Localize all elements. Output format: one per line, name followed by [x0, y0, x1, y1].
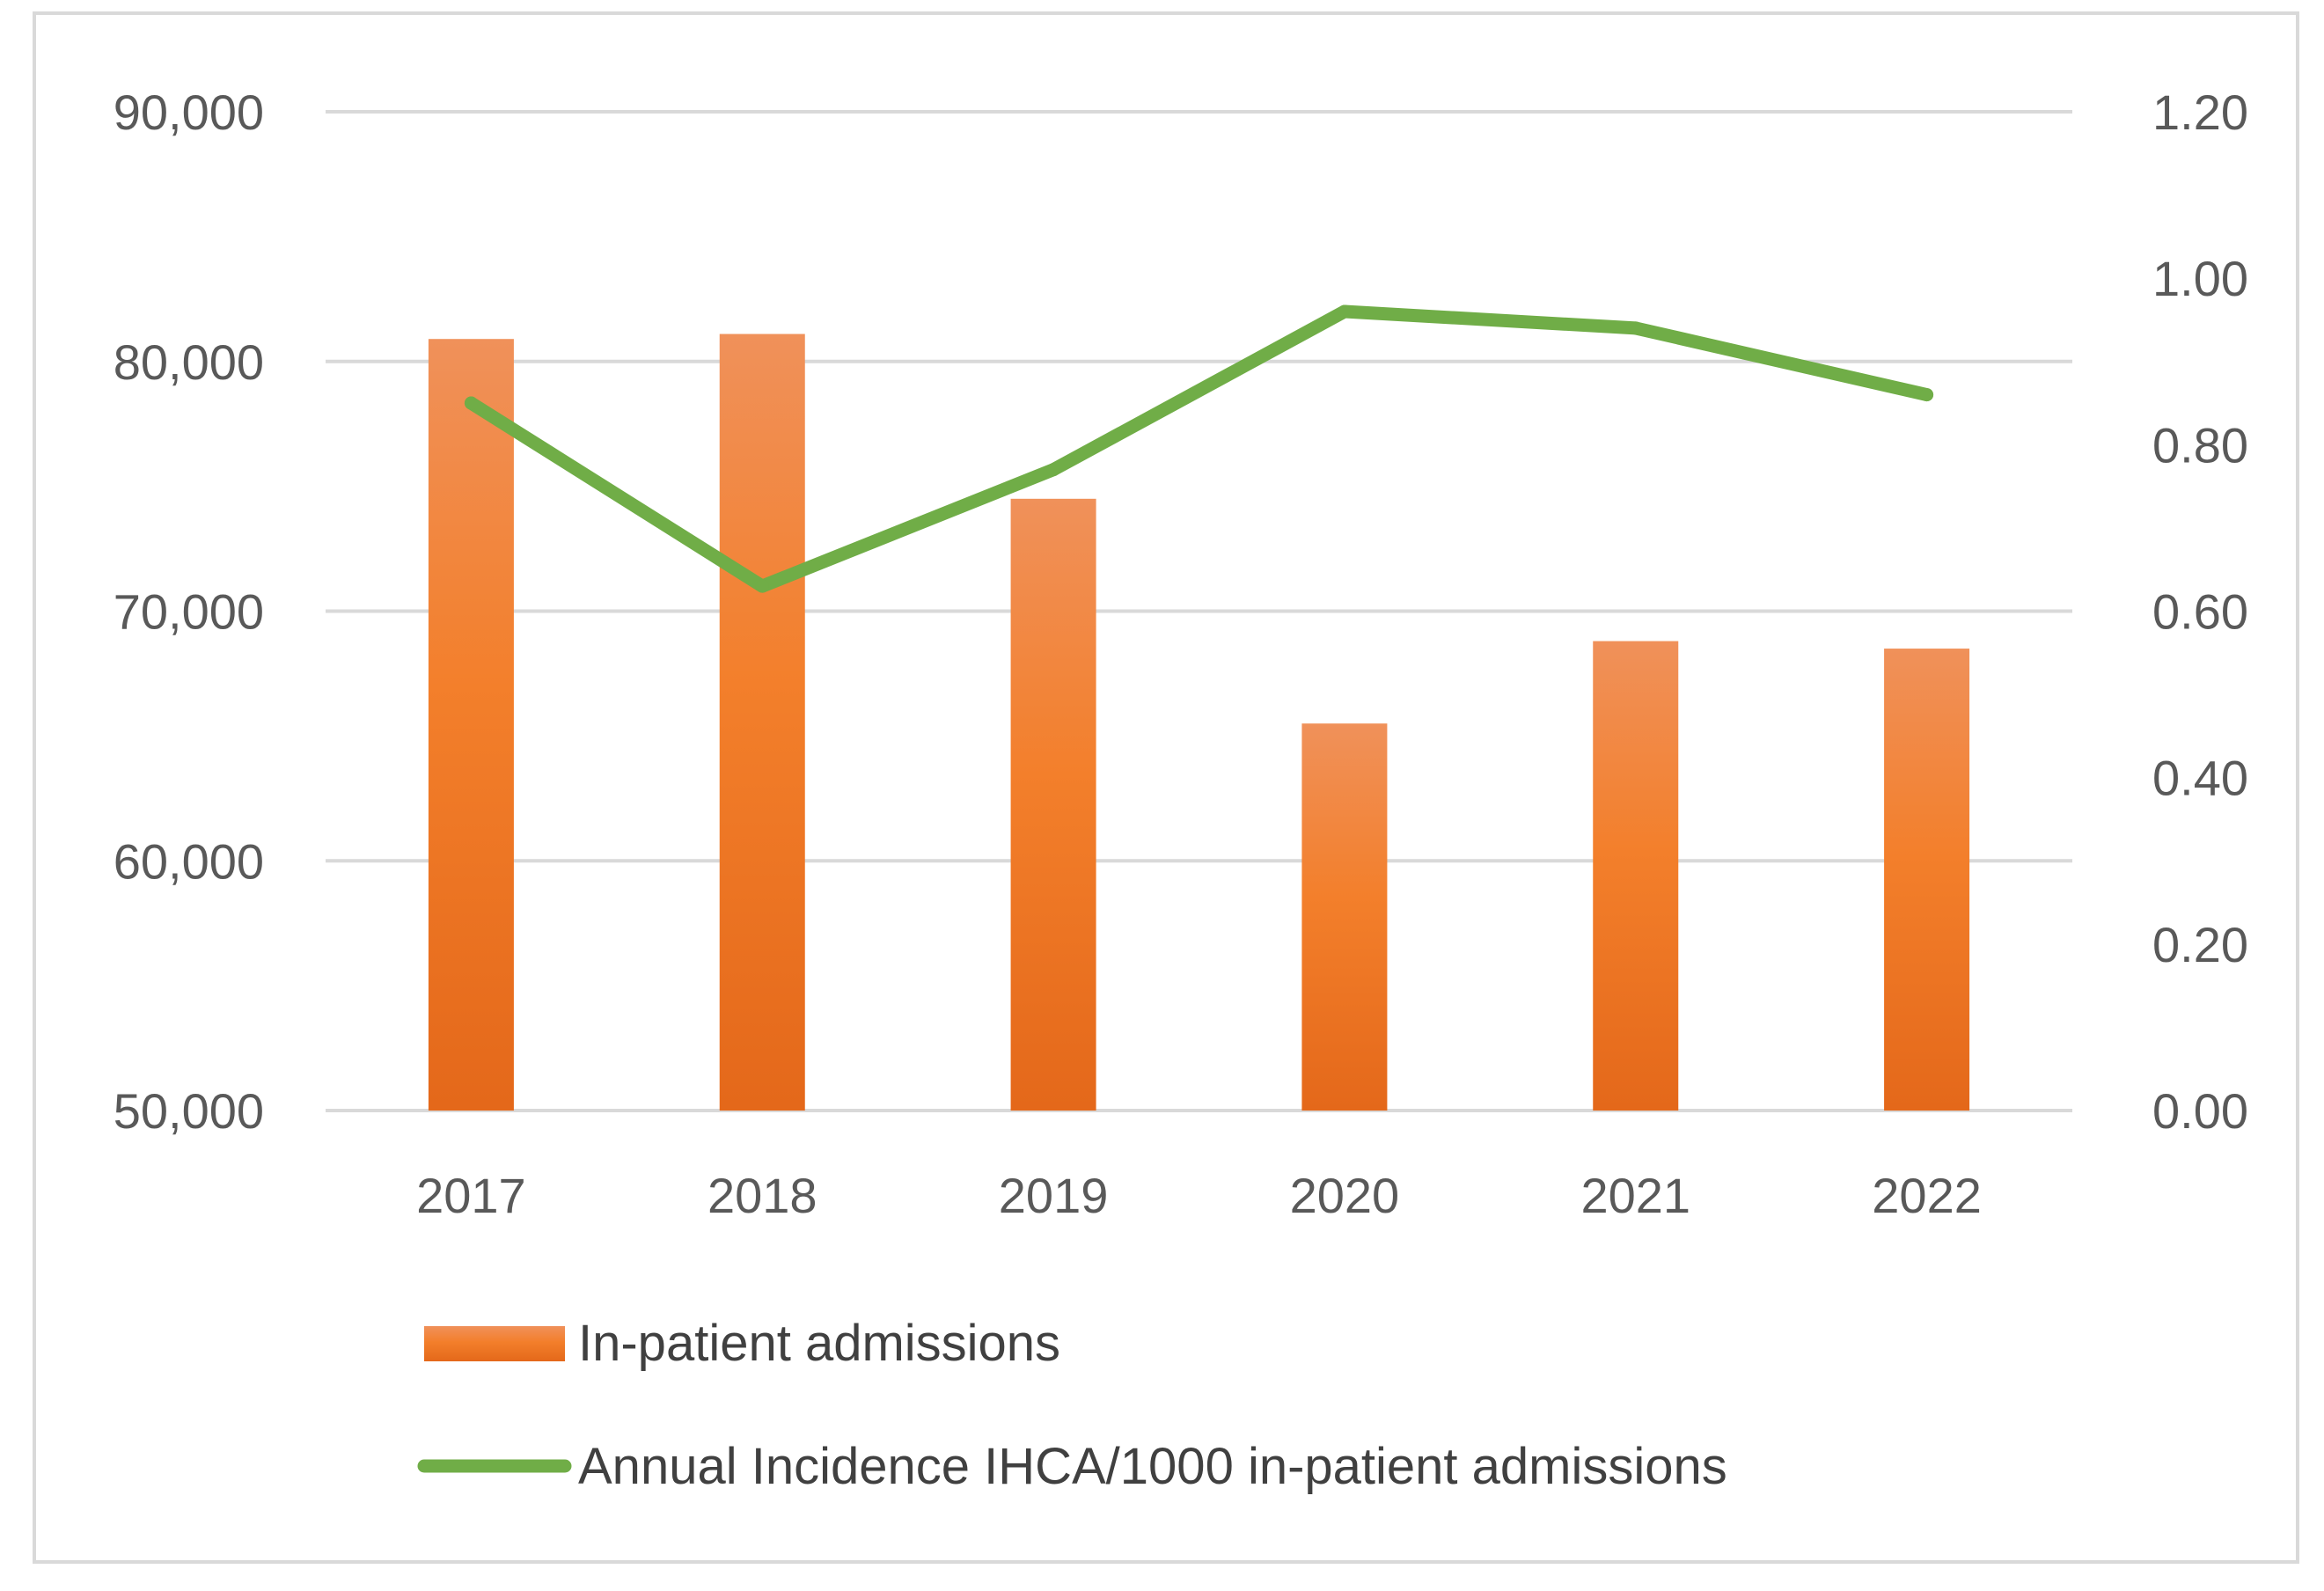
bar — [428, 339, 514, 1111]
y2-tick-label: 0.40 — [2152, 751, 2248, 806]
legend-swatch-bar — [424, 1326, 565, 1361]
y2-tick-label: 1.20 — [2152, 84, 2248, 140]
x-tick-label: 2018 — [707, 1168, 817, 1223]
line-point — [755, 579, 769, 593]
y2-tick-label: 0.20 — [2152, 917, 2248, 972]
bar — [1010, 498, 1096, 1111]
gridlines — [326, 110, 2072, 1112]
y-tick-label: 80,000 — [114, 334, 264, 390]
line-point — [1046, 463, 1060, 477]
x-tick-label: 2020 — [1290, 1168, 1400, 1223]
bar — [719, 334, 805, 1111]
y-tick-label: 90,000 — [114, 84, 264, 140]
x-tick-label: 2022 — [1872, 1168, 1982, 1223]
bar-series — [428, 334, 1970, 1111]
line-series — [464, 304, 1934, 593]
legend-label-line: Annual Incidence IHCA/1000 in-patient ad… — [578, 1438, 1727, 1495]
line-point — [1629, 321, 1643, 335]
y-tick-label: 70,000 — [114, 584, 264, 640]
series-line — [464, 304, 1934, 593]
bar — [1884, 649, 1970, 1111]
y-tick-label: 60,000 — [114, 833, 264, 889]
x-tick-label: 2017 — [416, 1168, 526, 1223]
bar — [1593, 641, 1679, 1111]
line-point — [1920, 388, 1934, 402]
x-tick-label: 2021 — [1580, 1168, 1690, 1223]
line-point — [1338, 304, 1352, 319]
y2-tick-label: 0.60 — [2152, 584, 2248, 640]
y2-tick-label: 0.00 — [2152, 1083, 2248, 1139]
axis-labels: 50,000 60,000 70,000 80,000 90,000 0.00 0.20 0.… — [114, 84, 2248, 1223]
y2-tick-label: 0.80 — [2152, 417, 2248, 473]
y-tick-label: 50,000 — [114, 1083, 264, 1139]
line-point — [464, 396, 478, 410]
legend-label-bar: In-patient admissions — [578, 1315, 1060, 1372]
bar — [1301, 723, 1388, 1111]
x-tick-label: 2019 — [999, 1168, 1109, 1223]
y2-tick-label: 1.00 — [2152, 251, 2248, 306]
legend: In-patient admissions Annual Incidence I… — [417, 1315, 1727, 1495]
